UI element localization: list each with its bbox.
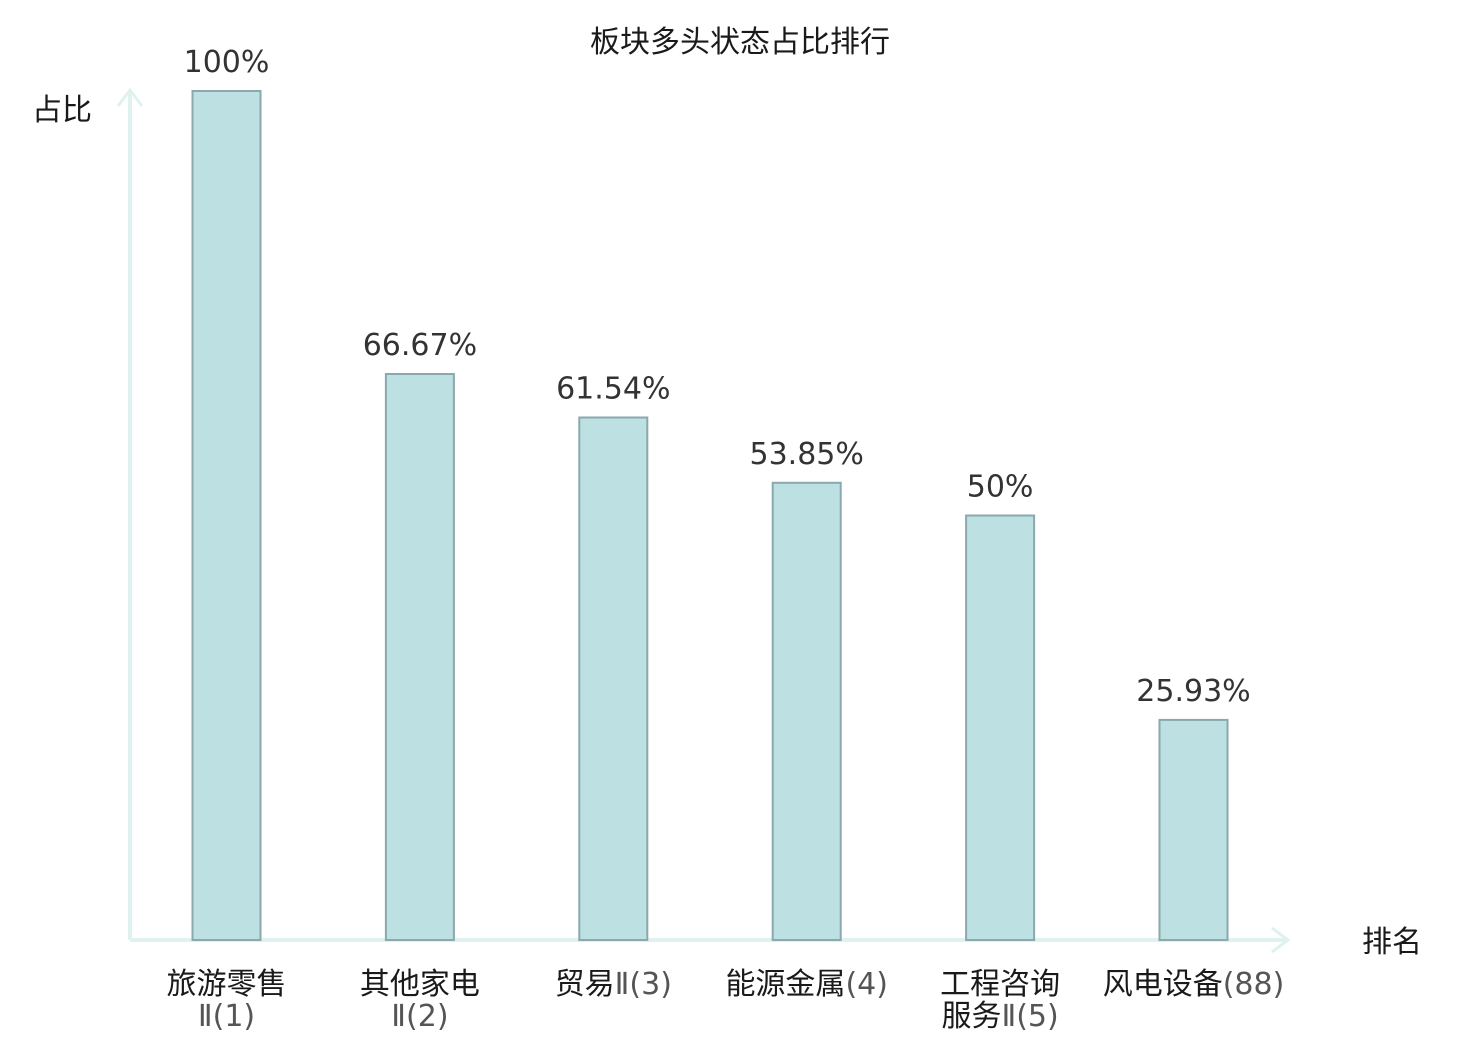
bar-value-label: 100%	[184, 45, 270, 80]
bar-value-label: 50%	[967, 470, 1034, 505]
bar-value-label: 25.93%	[1136, 674, 1250, 709]
bar	[965, 514, 1036, 941]
bar	[771, 481, 842, 941]
category-label: 能源金属(4)	[725, 967, 888, 1002]
category-label: 其他家电	[360, 967, 480, 1002]
chart-title: 板块多头状态占比排行	[590, 25, 890, 60]
y-axis-arrow	[116, 87, 144, 107]
category-label: 风电设备(88)	[1103, 967, 1285, 1002]
bar	[191, 90, 262, 941]
bar	[384, 373, 455, 941]
category-label: 贸易Ⅱ(3)	[555, 967, 672, 1002]
bar	[1158, 718, 1229, 942]
x-axis-arrow	[1271, 926, 1291, 954]
x-axis-label: 排名	[1362, 925, 1422, 960]
category-label: 工程咨询	[940, 967, 1060, 1002]
category-label: 旅游零售	[167, 967, 287, 1002]
value-labels-group: 100% 66.67% 61.54% 53.85% 50% 25.93%	[184, 45, 1251, 709]
y-axis-label: 占比	[32, 93, 92, 128]
category-label: Ⅱ(2)	[391, 999, 448, 1034]
bar-value-label: 53.85%	[750, 437, 864, 472]
category-label: 服务Ⅱ(5)	[941, 999, 1058, 1034]
bars-group	[191, 90, 1229, 942]
category-label: Ⅱ(1)	[198, 999, 255, 1034]
bar	[578, 416, 649, 941]
bar-value-label: 61.54%	[556, 372, 670, 407]
bar-value-label: 66.67%	[363, 328, 477, 363]
